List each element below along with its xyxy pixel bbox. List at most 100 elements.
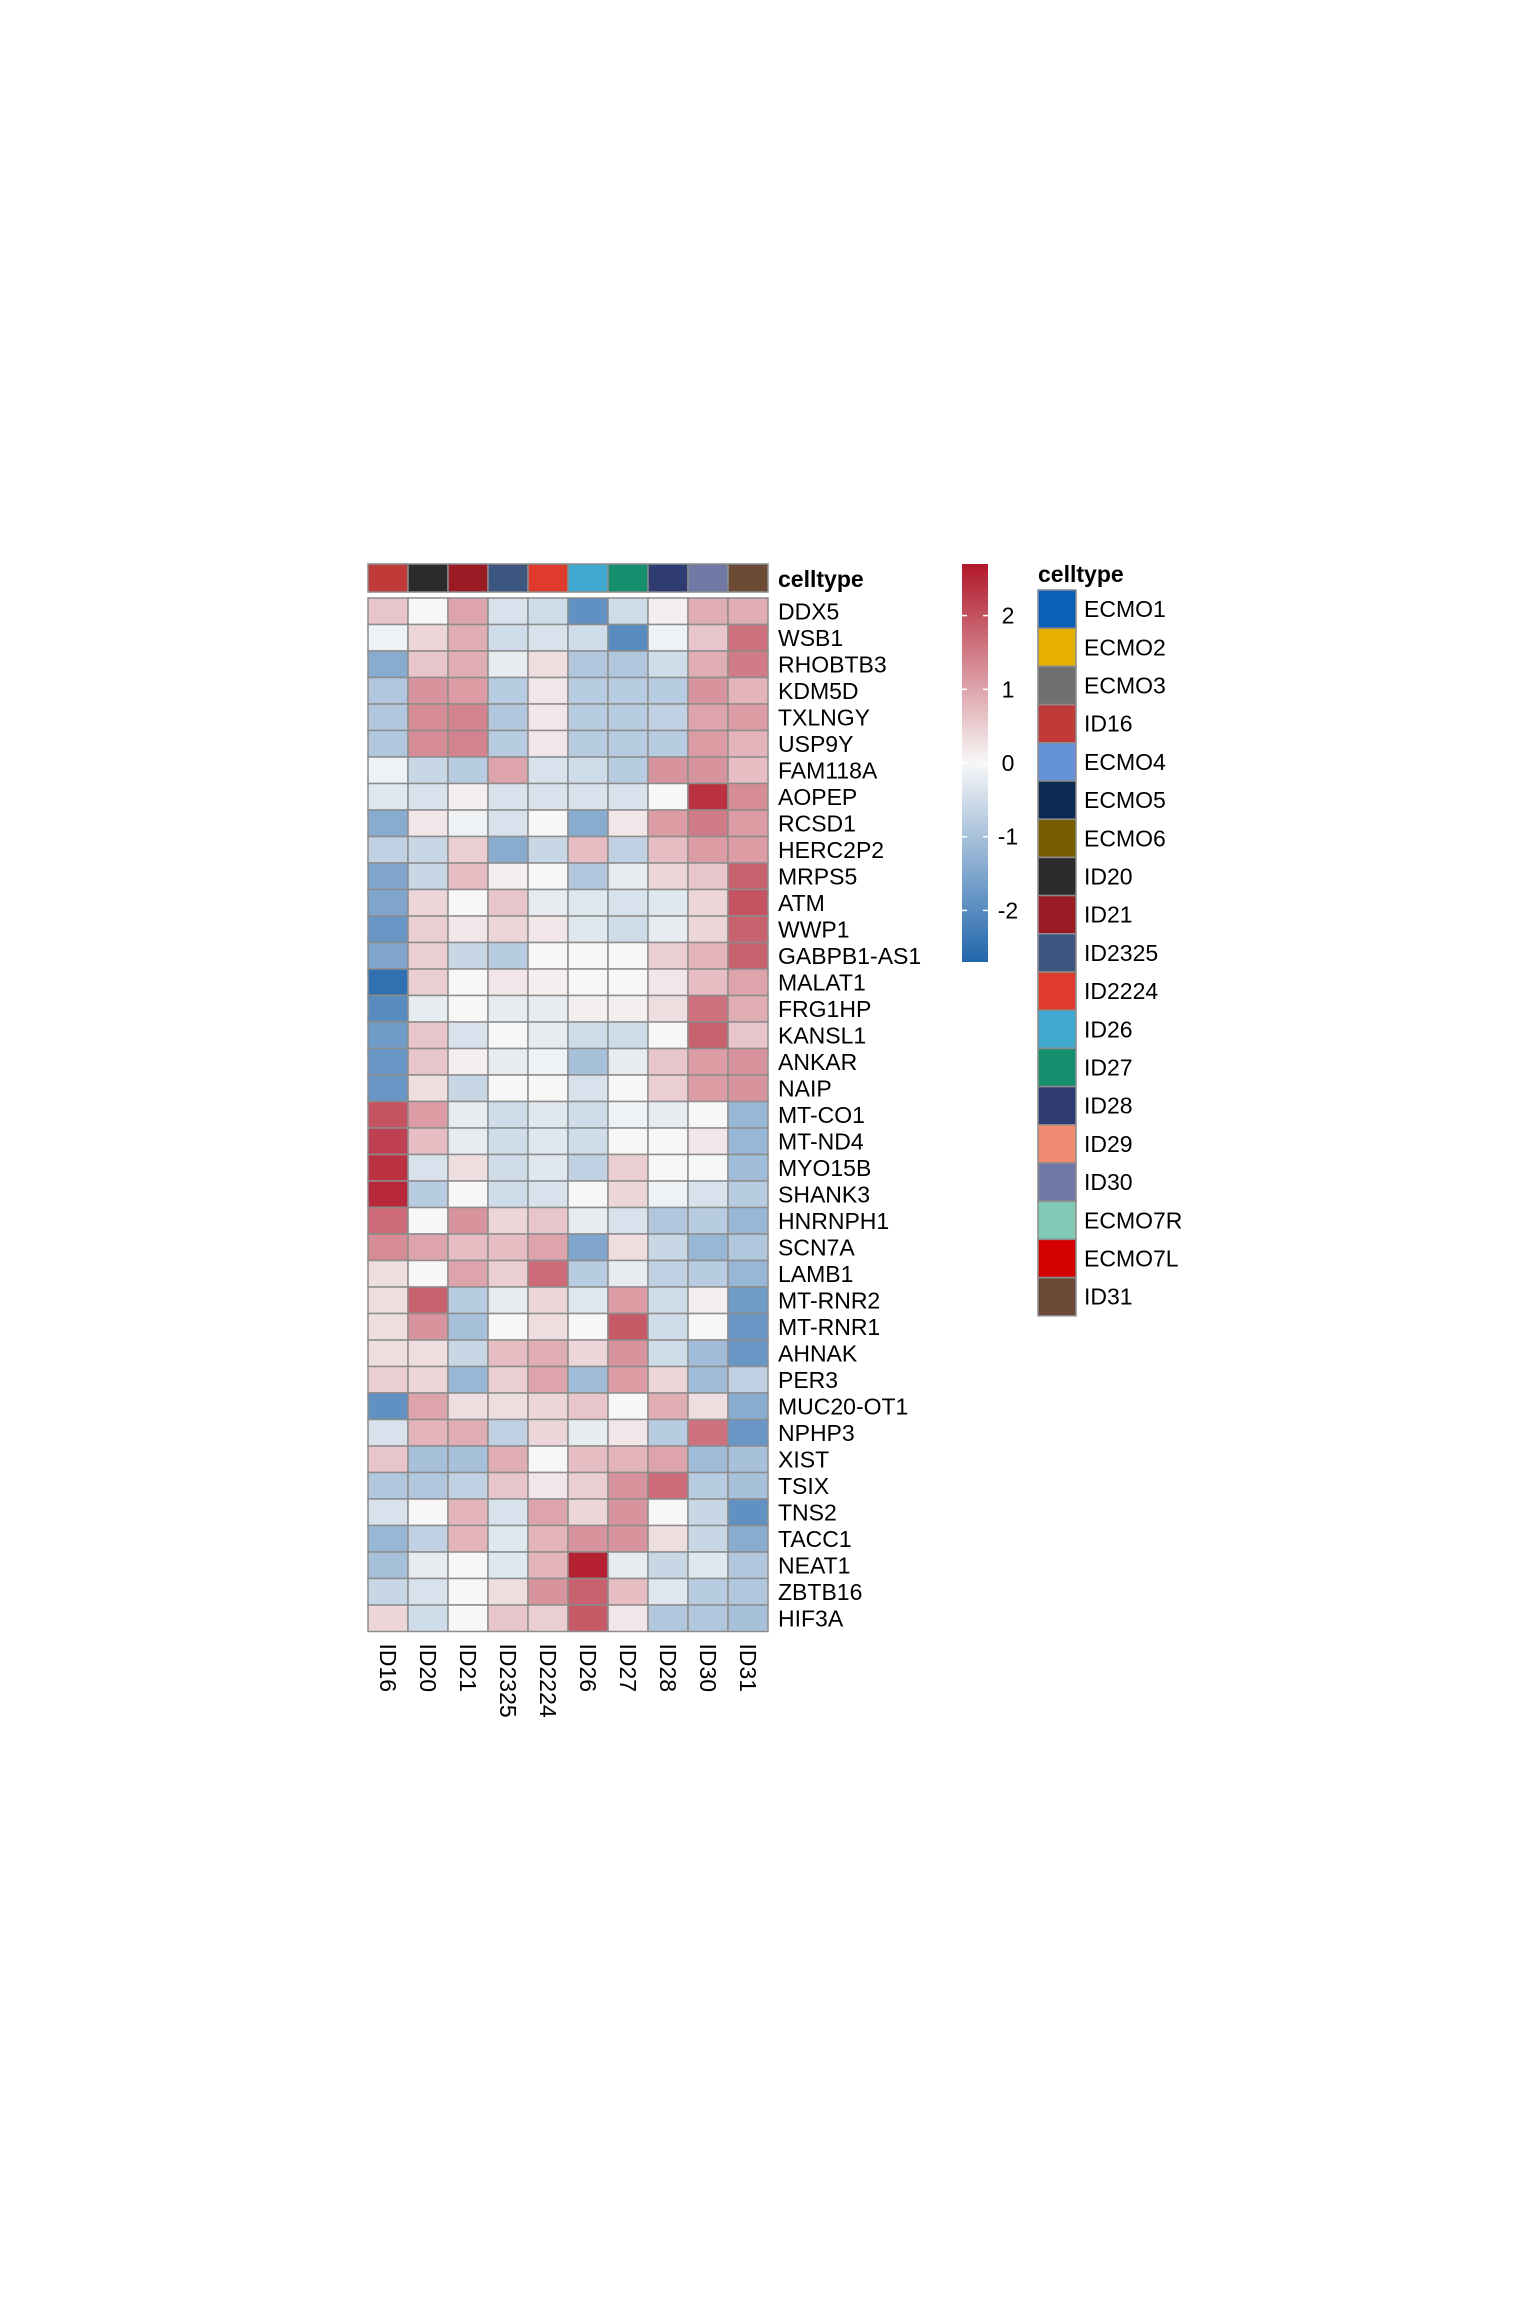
heatmap-cell xyxy=(727,888,769,917)
heatmap-cell xyxy=(567,1498,609,1527)
heatmap-cell xyxy=(647,676,689,705)
heatmap-cell xyxy=(407,1233,449,1262)
legend-label: ECMO5 xyxy=(1084,787,1166,813)
heatmap-cell xyxy=(647,1233,689,1262)
heatmap-cell xyxy=(687,888,729,917)
row-label: TSIX xyxy=(778,1473,829,1499)
heatmap-cell xyxy=(687,968,729,997)
heatmap-cell xyxy=(687,994,729,1023)
heatmap-cell xyxy=(567,676,609,705)
heatmap-cell xyxy=(367,1153,409,1182)
heatmap-cell xyxy=(567,1259,609,1288)
heatmap-cell xyxy=(687,1021,729,1050)
heatmap-cell xyxy=(727,1312,769,1341)
heatmap-cell xyxy=(527,1418,569,1447)
heatmap-cell xyxy=(447,703,489,732)
heatmap-cell xyxy=(647,782,689,811)
heatmap-cell xyxy=(687,1471,729,1500)
heatmap-cell xyxy=(407,1471,449,1500)
heatmap-cell xyxy=(447,1471,489,1500)
heatmap-cell xyxy=(687,1047,729,1076)
heatmap-cell xyxy=(487,1127,529,1156)
heatmap-cell xyxy=(407,1365,449,1394)
heatmap-cell xyxy=(367,1551,409,1580)
heatmap-cell xyxy=(447,1259,489,1288)
heatmap-cell xyxy=(367,1074,409,1103)
legend-swatch xyxy=(1037,589,1077,629)
heatmap-cell xyxy=(367,1047,409,1076)
heatmap-cell xyxy=(687,1259,729,1288)
heatmap-cell xyxy=(687,1100,729,1129)
heatmap-cell xyxy=(687,1153,729,1182)
heatmap-cell xyxy=(607,1604,649,1633)
heatmap-cell xyxy=(647,1365,689,1394)
legend-swatch xyxy=(1037,894,1077,935)
row-label: GABPB1-AS1 xyxy=(778,943,921,969)
legend-label: ID20 xyxy=(1084,864,1133,890)
heatmap-cell xyxy=(687,1127,729,1156)
legend-swatch xyxy=(1037,856,1077,897)
heatmap-cell xyxy=(367,650,409,679)
heatmap-cell xyxy=(407,1604,449,1633)
heatmap-cell xyxy=(447,1074,489,1103)
heatmap-cell xyxy=(607,1021,649,1050)
legend-swatch xyxy=(1037,1124,1077,1164)
annotation-cell-ID2224 xyxy=(527,563,569,593)
heatmap-cell xyxy=(607,1471,649,1500)
legend-swatch xyxy=(1037,703,1077,744)
heatmap-cell xyxy=(647,1524,689,1553)
heatmap-cell xyxy=(527,941,569,970)
heatmap-cell xyxy=(407,597,449,626)
heatmap-cell xyxy=(367,1286,409,1315)
heatmap-cell xyxy=(607,676,649,705)
heatmap-cell xyxy=(367,1312,409,1341)
column-label: ID28 xyxy=(655,1644,681,1693)
heatmap-cell xyxy=(367,597,409,626)
row-label: USP9Y xyxy=(778,731,853,757)
color-scale-tick-label: -2 xyxy=(998,897,1018,923)
heatmap-cell xyxy=(367,729,409,758)
heatmap-cell xyxy=(487,1047,529,1076)
legend-label: ECMO6 xyxy=(1084,825,1166,851)
heatmap-cell xyxy=(447,1604,489,1633)
heatmap-cell xyxy=(367,835,409,864)
heatmap-cell xyxy=(567,1127,609,1156)
heatmap-cell xyxy=(727,1047,769,1076)
row-labels: DDX5WSB1RHOBTB3KDM5DTXLNGYUSP9YFAM118AAO… xyxy=(778,598,921,1631)
heatmap-cell xyxy=(607,756,649,785)
heatmap-cell xyxy=(567,1604,609,1633)
heatmap-cell xyxy=(447,756,489,785)
heatmap-cell xyxy=(687,1577,729,1606)
heatmap-cell xyxy=(487,915,529,944)
heatmap-cell xyxy=(367,1127,409,1156)
heatmap-cell xyxy=(407,623,449,652)
heatmap-cell xyxy=(407,1259,449,1288)
heatmap-cell xyxy=(567,1577,609,1606)
heatmap-cell xyxy=(607,941,649,970)
legend-swatch xyxy=(1037,780,1077,820)
heatmap-cell xyxy=(487,1021,529,1050)
heatmap-cell xyxy=(647,1286,689,1315)
heatmap-cell xyxy=(527,835,569,864)
heatmap-cell xyxy=(607,1551,649,1580)
heatmap-cell xyxy=(487,1524,529,1553)
legend-label: ID16 xyxy=(1084,711,1133,737)
heatmap-cell xyxy=(487,597,529,626)
legend-label: ID21 xyxy=(1084,902,1133,928)
annotation-cell-ID20 xyxy=(407,563,449,593)
column-label: ID20 xyxy=(415,1644,441,1693)
annotation-cell-ID27 xyxy=(607,563,649,593)
heatmap-cell xyxy=(527,915,569,944)
heatmap-cell xyxy=(727,1498,769,1527)
heatmap-cell xyxy=(687,1180,729,1209)
heatmap-cell xyxy=(487,676,529,705)
heatmap-cell xyxy=(567,597,609,626)
heatmap-cell xyxy=(727,994,769,1023)
row-label: ATM xyxy=(778,890,825,916)
column-labels: ID16 ID20 ID21 ID2325 ID2224 ID26 ID27 ID28 ID30… xyxy=(375,1644,761,1718)
heatmap-cell xyxy=(487,1153,529,1182)
heatmap-cell xyxy=(687,835,729,864)
heatmap-cell xyxy=(447,862,489,891)
heatmap-cell xyxy=(487,1392,529,1421)
heatmap-cell xyxy=(687,1312,729,1341)
